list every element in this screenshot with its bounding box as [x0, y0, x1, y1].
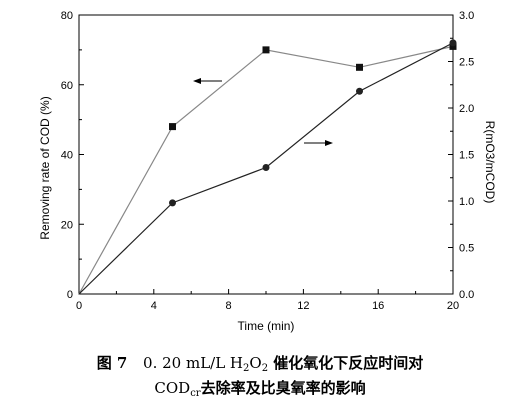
- y-right-tick-label: 2.0: [459, 103, 474, 115]
- y-right-tick-label: 1.5: [459, 150, 474, 162]
- plot-frame: [78, 14, 454, 295]
- figure-caption-line-2: CODcr去除率及比臭氧率的影响: [0, 377, 520, 399]
- y-left-tick-label: 60: [61, 80, 73, 92]
- y-left-tick-label: 20: [61, 219, 73, 231]
- caption-cod-sub: cr: [190, 388, 201, 399]
- caption-cod: COD: [154, 379, 191, 397]
- caption-line2-rest: 去除率及比臭氧率的影响: [200, 379, 366, 397]
- y-right-tick-label: 1.0: [459, 196, 474, 208]
- data-point-square: [262, 46, 270, 54]
- caption-line1-rest: 催化氧化下反应时间对: [268, 354, 424, 372]
- caption-concentration: 0. 20 mL/L H: [143, 354, 244, 372]
- y-axis-label-right: R(mO3/mCOD): [483, 121, 497, 204]
- data-point-circle: [169, 199, 176, 207]
- x-tick-label: 0: [76, 300, 82, 312]
- x-tick-label: 12: [297, 300, 309, 312]
- series-layer: [78, 39, 457, 295]
- arrow-left-head: [193, 78, 201, 84]
- caption-sub-1: 2: [243, 363, 250, 374]
- arrow-right-head: [325, 140, 333, 146]
- data-point-circle: [262, 164, 270, 172]
- y-right-tick-label: 2.5: [459, 57, 474, 69]
- ticks: 0 4 8 12 16 20 0 20 40 60 80 0.0 0.5 1.0 1.5 2.0 2.5 3.0: [61, 10, 475, 312]
- caption-o: O: [249, 354, 262, 372]
- y-right-tick-label: 0.5: [459, 243, 474, 255]
- y-axis-label-right-text: R(mO3/mCOD): [483, 121, 497, 204]
- y-right-tick-label: 3.0: [459, 10, 474, 22]
- x-axis-label: Time (min): [238, 319, 295, 333]
- annotations: [193, 78, 333, 146]
- x-tick-label: 20: [447, 300, 459, 312]
- y-right-tick-label: 0.0: [459, 289, 474, 301]
- data-point-circle: [449, 39, 457, 47]
- figure-caption-line-1: 图 7 0. 20 mL/L H2O2 催化氧化下反应时间对: [0, 352, 520, 374]
- x-tick-label: 16: [372, 300, 384, 312]
- caption-sub-2: 2: [261, 363, 269, 374]
- caption-figure-number: 图 7: [96, 354, 128, 372]
- axes: [78, 14, 454, 295]
- data-point-square: [356, 63, 363, 71]
- y-left-tick-label: 80: [61, 10, 73, 22]
- y-axis-label-left: Removing rate of COD (%): [38, 96, 52, 239]
- chart: 0 4 8 12 16 200204060800.00.51.01.52.02.53.0 …: [38, 10, 497, 333]
- y-left-tick-label: 40: [61, 150, 73, 162]
- y-left-tick-label: 0: [67, 289, 73, 301]
- data-point-circle: [356, 87, 363, 95]
- x-tick-label: 8: [226, 300, 232, 312]
- x-tick-label: 4: [151, 300, 157, 312]
- data-point-square: [169, 123, 176, 131]
